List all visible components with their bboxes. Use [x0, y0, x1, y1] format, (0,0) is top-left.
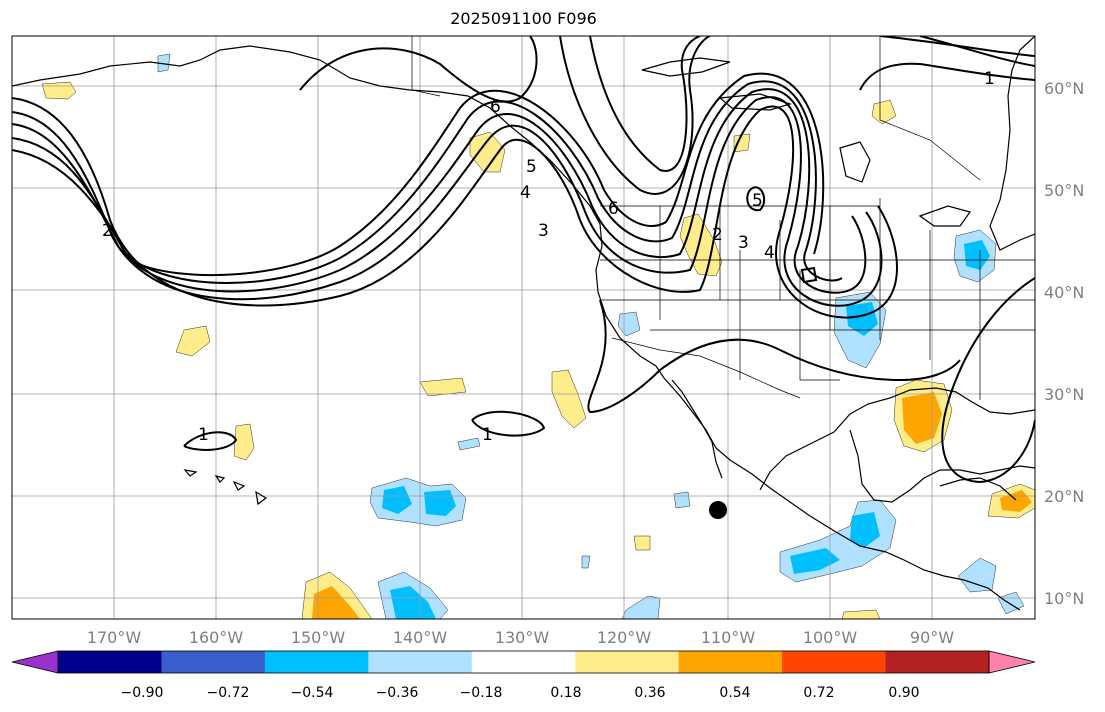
contour-label: 4 — [764, 243, 775, 263]
colorbar-tick-label: −0.72 — [207, 685, 250, 701]
lat-label: 10°N — [1044, 589, 1084, 608]
colorbar-segment — [471, 651, 576, 673]
colorbar-segment — [678, 651, 783, 673]
colorbar — [11, 650, 1036, 674]
lon-label: 100°W — [803, 628, 858, 647]
colorbar-tick-label: 0.54 — [719, 685, 750, 701]
colorbar-segment — [264, 651, 369, 673]
coastlines — [12, 36, 1035, 611]
lon-label: 130°W — [495, 628, 550, 647]
lon-label: 170°W — [87, 628, 142, 647]
lon-label: 150°W — [291, 628, 346, 647]
lat-label: 60°N — [1044, 79, 1084, 98]
lat-label: 50°N — [1044, 181, 1084, 200]
colorbar-segment — [58, 651, 162, 673]
map-frame — [11, 35, 1036, 620]
contour-label: 6 — [490, 97, 501, 117]
lon-label: 160°W — [189, 628, 244, 647]
contour-label: 3 — [538, 221, 549, 241]
contour-label: 2 — [712, 225, 723, 245]
contour-label: 1 — [198, 425, 209, 445]
colorbar-max-extend — [988, 650, 1036, 674]
lat-label: 30°N — [1044, 385, 1084, 404]
contour-label: 5 — [752, 191, 763, 211]
colorbar-tick-label: −0.54 — [291, 685, 334, 701]
contour-label: 1 — [482, 425, 493, 445]
colorbar-segment — [782, 651, 887, 673]
colorbar-outline — [57, 650, 990, 674]
contour-label: 6 — [608, 199, 619, 219]
contours — [12, 36, 1035, 484]
lon-label: 90°W — [910, 628, 954, 647]
colorbar-tick-label: 0.90 — [888, 685, 919, 701]
colorbar-tick-label: −0.18 — [460, 685, 503, 701]
contour-label: 5 — [526, 157, 537, 177]
graticule — [12, 36, 1035, 619]
colorbar-tick-labels: −0.90 −0.72 −0.54 −0.36 −0.18 0.18 0.36 … — [121, 685, 920, 701]
colorbar-tick-label: −0.90 — [121, 685, 164, 701]
map-title: 2025091100 F096 — [450, 9, 597, 28]
lat-label: 20°N — [1044, 487, 1084, 506]
colorbar-tick-label: 0.36 — [634, 685, 665, 701]
colorbar-segment — [368, 651, 473, 673]
contour-label: 3 — [738, 233, 749, 253]
colorbar-segment — [885, 651, 990, 673]
longitude-labels: 170°W 160°W 150°W 140°W 130°W 120°W 110°… — [87, 628, 954, 647]
colorbar-tick-label: −0.36 — [376, 685, 419, 701]
colorbar-min-extend — [11, 650, 59, 674]
borders — [411, 36, 1035, 400]
storm-position-dot — [709, 501, 727, 519]
colorbar-tick-label: 0.72 — [803, 685, 834, 701]
contour-label: 1 — [984, 69, 995, 89]
lon-label: 120°W — [597, 628, 652, 647]
contour-label: 4 — [520, 183, 531, 203]
colorbar-segment — [575, 651, 680, 673]
contour-labels: 1 1 1 2 2 3 3 4 4 5 5 6 6 — [102, 69, 995, 445]
latitude-labels: 60°N 50°N 40°N 30°N 20°N 10°N — [1044, 79, 1084, 608]
colorbar-segment — [161, 651, 266, 673]
contour-label: 2 — [102, 221, 113, 241]
lon-label: 110°W — [701, 628, 756, 647]
lat-label: 40°N — [1044, 283, 1084, 302]
lon-label: 140°W — [393, 628, 448, 647]
colorbar-tick-label: 0.18 — [550, 685, 581, 701]
